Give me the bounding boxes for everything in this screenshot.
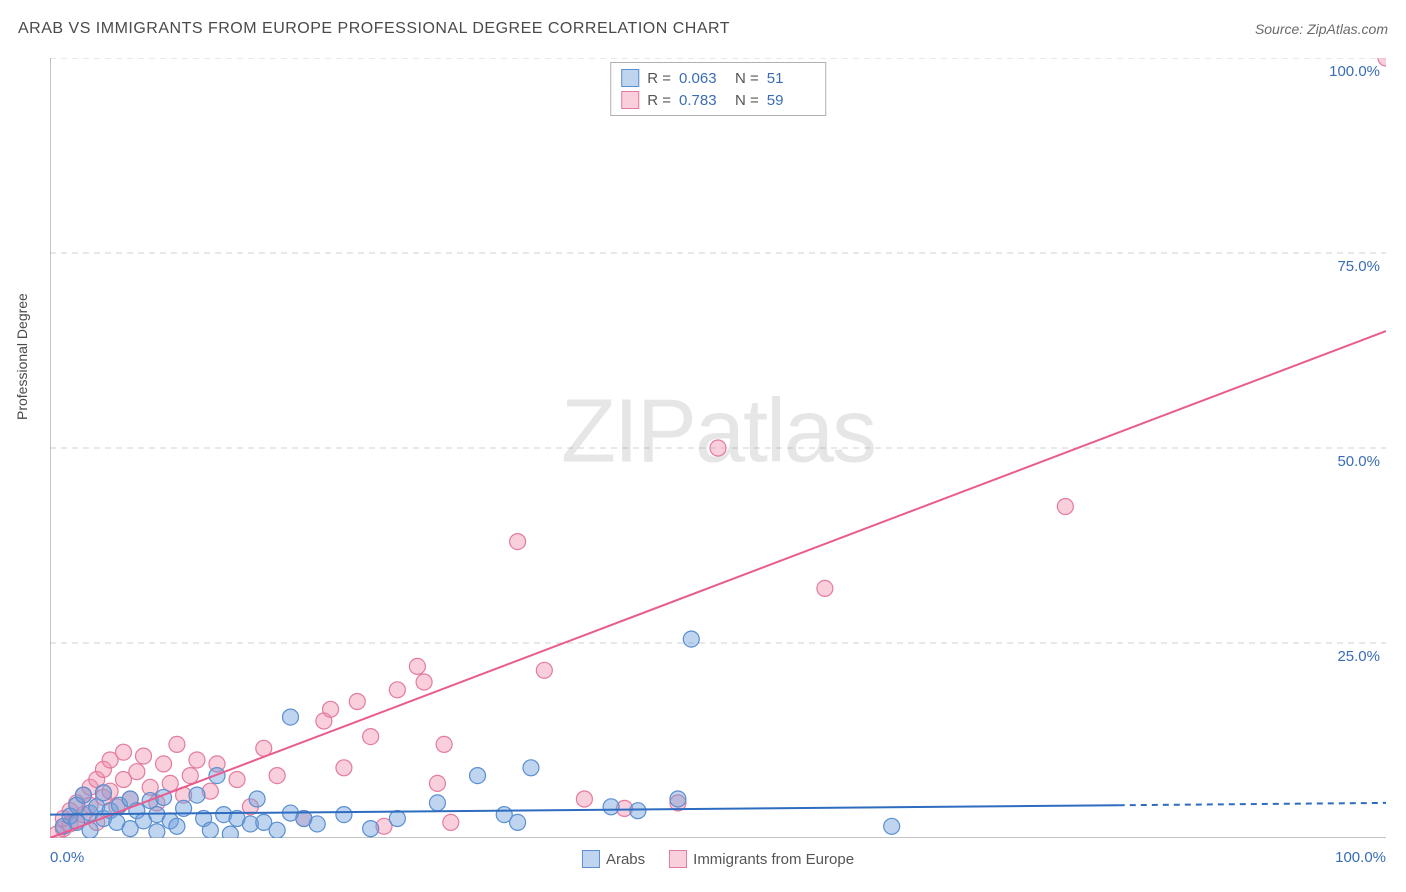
r-label: R = (647, 70, 671, 87)
svg-text:75.0%: 75.0% (1337, 258, 1380, 275)
n-value-immigrants: 59 (767, 92, 815, 109)
n-value-arabs: 51 (767, 70, 815, 87)
r-value-arabs: 0.063 (679, 70, 727, 87)
chart-area: ZIPatlas R = 0.063 N = 51 R = 0.783 N = … (50, 58, 1386, 838)
y-axis-label: Professional Degree (14, 293, 30, 420)
stats-legend: R = 0.063 N = 51 R = 0.783 N = 59 (610, 62, 826, 116)
legend-item-immigrants: Immigrants from Europe (669, 850, 854, 868)
chart-header: ARAB VS IMMIGRANTS FROM EUROPE PROFESSIO… (18, 20, 1388, 38)
swatch-immigrants-icon (669, 850, 687, 868)
svg-text:50.0%: 50.0% (1337, 453, 1380, 470)
legend-item-arabs: Arabs (582, 850, 645, 868)
source-name: ZipAtlas.com (1307, 21, 1388, 37)
swatch-immigrants-icon (621, 91, 639, 109)
chart-title: ARAB VS IMMIGRANTS FROM EUROPE PROFESSIO… (18, 20, 730, 38)
x-tick-label: 0.0% (50, 849, 84, 866)
source-attribution: Source: ZipAtlas.com (1255, 21, 1388, 37)
stats-row-arabs: R = 0.063 N = 51 (621, 67, 815, 89)
legend-label-immigrants: Immigrants from Europe (693, 851, 854, 868)
series-legend: Arabs Immigrants from Europe (582, 850, 854, 868)
r-label: R = (647, 92, 671, 109)
n-label: N = (735, 70, 759, 87)
x-tick-label: 100.0% (1335, 849, 1386, 866)
n-label: N = (735, 92, 759, 109)
swatch-arabs-icon (621, 69, 639, 87)
stats-row-immigrants: R = 0.783 N = 59 (621, 89, 815, 111)
source-prefix: Source: (1255, 21, 1307, 37)
swatch-arabs-icon (582, 850, 600, 868)
scatter-plot: 25.0% 50.0% 75.0% 100.0% (50, 58, 1386, 838)
r-value-immigrants: 0.783 (679, 92, 727, 109)
svg-text:100.0%: 100.0% (1329, 63, 1380, 80)
svg-text:25.0%: 25.0% (1337, 648, 1380, 665)
legend-label-arabs: Arabs (606, 851, 645, 868)
